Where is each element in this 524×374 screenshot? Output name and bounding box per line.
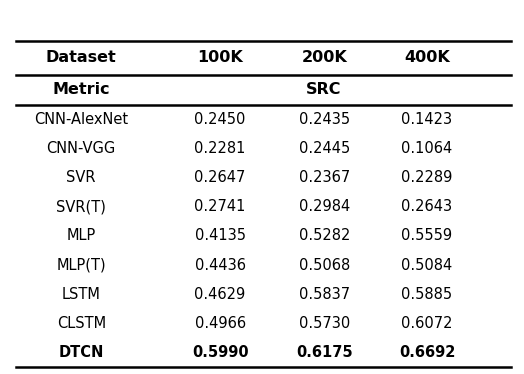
Text: 0.1064: 0.1064 xyxy=(401,141,453,156)
Text: MLP: MLP xyxy=(67,229,96,243)
Text: SVR(T): SVR(T) xyxy=(56,199,106,214)
Text: 0.4135: 0.4135 xyxy=(194,229,246,243)
Text: DTCN: DTCN xyxy=(59,345,104,360)
Text: Metric: Metric xyxy=(52,82,110,97)
Text: 0.5068: 0.5068 xyxy=(299,258,351,273)
Text: 0.2643: 0.2643 xyxy=(401,199,453,214)
Text: 0.2984: 0.2984 xyxy=(299,199,351,214)
Text: 0.5282: 0.5282 xyxy=(299,229,351,243)
Text: Dataset: Dataset xyxy=(46,50,117,65)
Text: CLSTM: CLSTM xyxy=(57,316,106,331)
Text: 0.5730: 0.5730 xyxy=(299,316,351,331)
Text: 0.2367: 0.2367 xyxy=(299,170,351,185)
Text: CNN-AlexNet: CNN-AlexNet xyxy=(34,112,128,127)
Text: 0.6072: 0.6072 xyxy=(401,316,453,331)
Text: 0.2647: 0.2647 xyxy=(194,170,246,185)
Text: 0.4966: 0.4966 xyxy=(194,316,246,331)
Text: 0.5559: 0.5559 xyxy=(401,229,453,243)
Text: 0.4436: 0.4436 xyxy=(194,258,246,273)
Text: LSTM: LSTM xyxy=(62,287,101,302)
Text: 200K: 200K xyxy=(302,50,348,65)
Text: 0.2281: 0.2281 xyxy=(194,141,246,156)
Text: 0.6175: 0.6175 xyxy=(297,345,353,360)
Text: 0.4629: 0.4629 xyxy=(194,287,246,302)
Text: 0.2450: 0.2450 xyxy=(194,112,246,127)
Text: 0.2445: 0.2445 xyxy=(299,141,351,156)
Text: 0.1423: 0.1423 xyxy=(401,112,453,127)
Text: 400K: 400K xyxy=(404,50,450,65)
Text: CNN-VGG: CNN-VGG xyxy=(47,141,116,156)
Text: 0.2289: 0.2289 xyxy=(401,170,453,185)
Text: SVR: SVR xyxy=(67,170,96,185)
Text: 0.5084: 0.5084 xyxy=(401,258,453,273)
Text: 0.2435: 0.2435 xyxy=(299,112,351,127)
Text: SRC: SRC xyxy=(306,82,342,97)
Text: 0.5990: 0.5990 xyxy=(192,345,248,360)
Text: 100K: 100K xyxy=(197,50,243,65)
Text: 0.2741: 0.2741 xyxy=(194,199,246,214)
Text: 0.5837: 0.5837 xyxy=(299,287,351,302)
Text: 0.6692: 0.6692 xyxy=(399,345,455,360)
Text: MLP(T): MLP(T) xyxy=(57,258,106,273)
Text: 0.5885: 0.5885 xyxy=(401,287,453,302)
